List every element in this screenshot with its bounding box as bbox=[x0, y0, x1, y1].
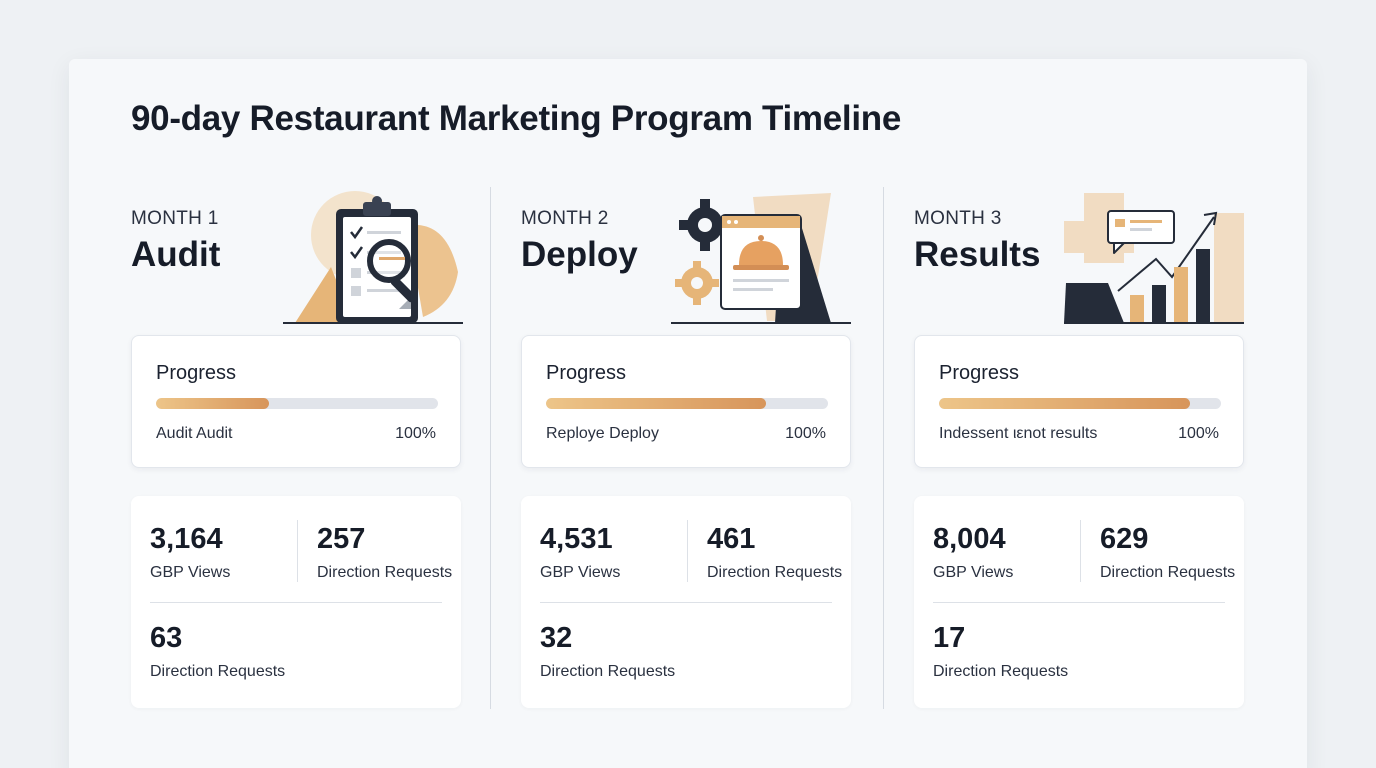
month-2-column: MONTH 2 Deploy bbox=[521, 187, 851, 717]
stat-divider bbox=[297, 520, 298, 582]
progress-bar bbox=[546, 398, 828, 409]
gbp-views-value: 8,004 bbox=[933, 523, 1006, 555]
gbp-views-label: GBP Views bbox=[540, 564, 621, 581]
third-stat-label: Direction Requests bbox=[933, 663, 1069, 680]
progress-label: Indessent ιεnot results bbox=[939, 425, 1098, 442]
gbp-views-value: 3,164 bbox=[150, 523, 223, 555]
third-stat-label: Direction Requests bbox=[150, 663, 286, 680]
gbp-views-label: GBP Views bbox=[150, 564, 231, 581]
direction-requests-label: Direction Requests bbox=[317, 564, 453, 581]
direction-requests-label: Direction Requests bbox=[707, 564, 843, 581]
progress-label: Reploye Deploy bbox=[546, 425, 659, 442]
phase-title: Results bbox=[914, 235, 1041, 274]
third-stat-label: Direction Requests bbox=[540, 663, 676, 680]
stats-card: 3,164 GBP Views 257 Direction Requests 6… bbox=[131, 496, 461, 708]
third-stat-value: 17 bbox=[933, 622, 966, 654]
progress-percent: 100% bbox=[395, 425, 436, 442]
month-3-column: MONTH 3 Results Progress Indessen bbox=[914, 187, 1244, 717]
stat-divider bbox=[150, 602, 442, 603]
page-title: 90-day Restaurant Marketing Program Time… bbox=[131, 99, 902, 138]
month-1-column: MONTH 1 Audit Progress bbox=[131, 187, 463, 717]
month-label: MONTH 1 bbox=[131, 208, 219, 229]
progress-percent: 100% bbox=[1178, 425, 1219, 442]
progress-title: Progress bbox=[156, 362, 237, 384]
stat-divider bbox=[933, 602, 1225, 603]
clipboard-magnifier-icon bbox=[283, 191, 463, 324]
progress-title: Progress bbox=[546, 362, 627, 384]
growth-chart-laptop-icon bbox=[1064, 193, 1244, 324]
direction-requests-value: 257 bbox=[317, 523, 366, 555]
direction-requests-label: Direction Requests bbox=[1100, 564, 1236, 581]
progress-card: Progress Audit Audit 100% bbox=[131, 335, 461, 468]
browser-cloche-gears-icon bbox=[671, 193, 851, 324]
month-label: MONTH 2 bbox=[521, 208, 609, 229]
progress-bar-fill bbox=[546, 398, 766, 409]
stats-card: 4,531 GBP Views 461 Direction Requests 3… bbox=[521, 496, 851, 708]
progress-title: Progress bbox=[939, 362, 1020, 384]
phase-title: Audit bbox=[131, 235, 221, 274]
phase-title: Deploy bbox=[521, 235, 638, 274]
direction-requests-value: 461 bbox=[707, 523, 756, 555]
stat-divider bbox=[687, 520, 688, 582]
progress-bar bbox=[156, 398, 438, 409]
month-label: MONTH 3 bbox=[914, 208, 1002, 229]
column-divider bbox=[490, 187, 491, 709]
third-stat-value: 63 bbox=[150, 622, 183, 654]
gbp-views-value: 4,531 bbox=[540, 523, 613, 555]
stats-card: 8,004 GBP Views 629 Direction Requests 1… bbox=[914, 496, 1244, 708]
progress-bar bbox=[939, 398, 1221, 409]
third-stat-value: 32 bbox=[540, 622, 573, 654]
column-divider bbox=[883, 187, 884, 709]
progress-card: Progress Reploye Deploy 100% bbox=[521, 335, 851, 468]
progress-card: Progress Indessent ιεnot results 100% bbox=[914, 335, 1244, 468]
progress-label: Audit Audit bbox=[156, 425, 233, 442]
stat-divider bbox=[540, 602, 832, 603]
progress-bar-fill bbox=[156, 398, 269, 409]
progress-bar-fill bbox=[939, 398, 1190, 409]
gbp-views-label: GBP Views bbox=[933, 564, 1014, 581]
stat-divider bbox=[1080, 520, 1081, 582]
progress-percent: 100% bbox=[785, 425, 826, 442]
direction-requests-value: 629 bbox=[1100, 523, 1149, 555]
timeline-card: 90-day Restaurant Marketing Program Time… bbox=[69, 59, 1307, 768]
